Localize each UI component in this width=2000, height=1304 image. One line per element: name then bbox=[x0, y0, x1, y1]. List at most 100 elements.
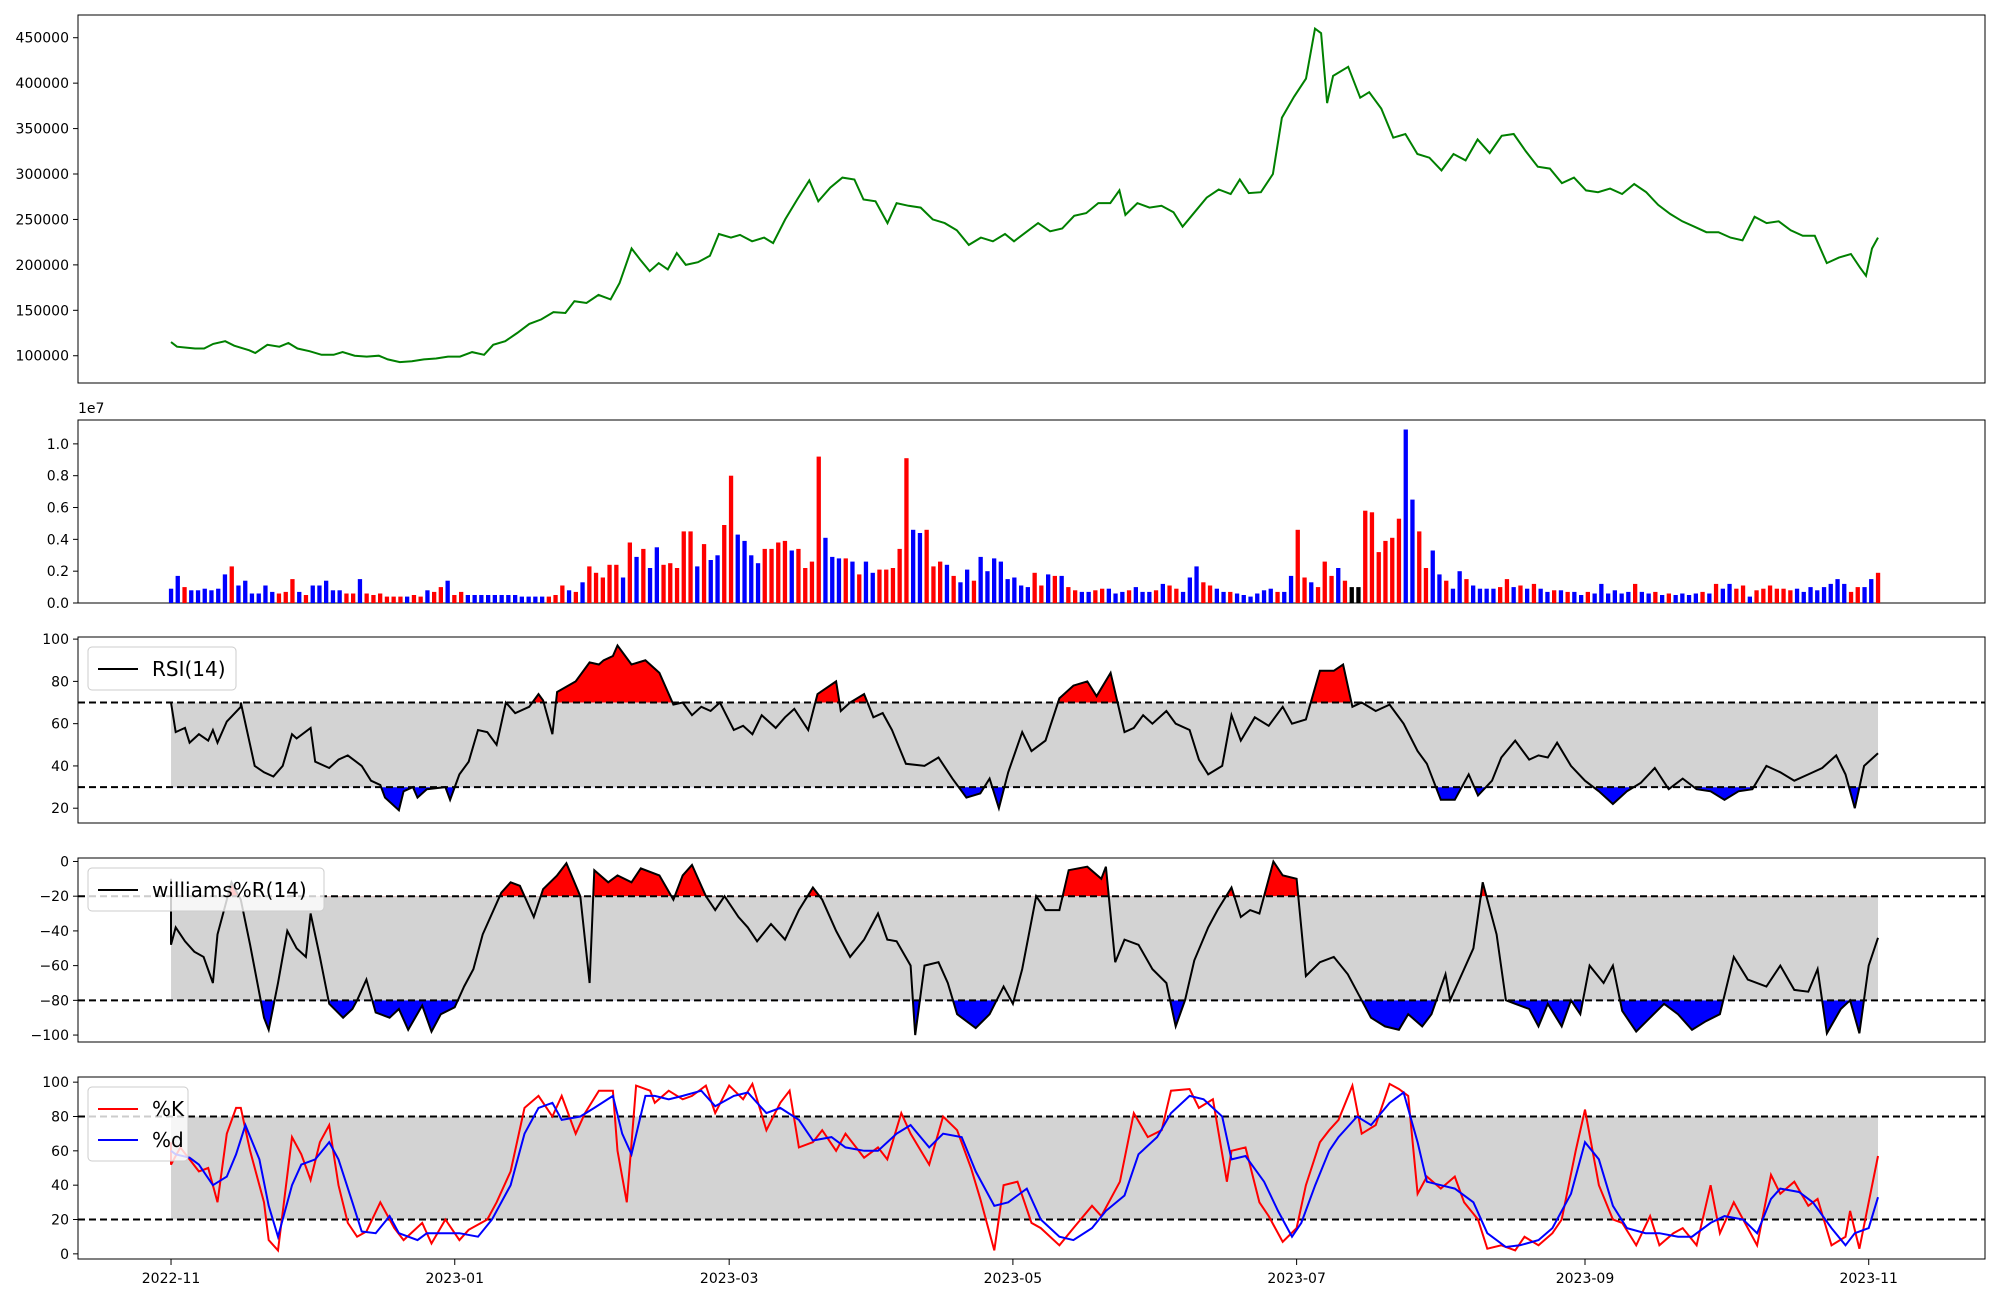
volume-bar bbox=[944, 564, 950, 603]
panel-1-ytick-label: 0.6 bbox=[47, 501, 69, 517]
volume-bar bbox=[486, 595, 491, 603]
volume-bar bbox=[168, 588, 174, 603]
volume-bar bbox=[654, 547, 659, 603]
volume-bar bbox=[1848, 591, 1854, 603]
volume-bar bbox=[965, 569, 970, 603]
volume-bar bbox=[1100, 588, 1105, 603]
volume-bar bbox=[742, 540, 747, 603]
volume-bar bbox=[263, 585, 268, 603]
volume-bar bbox=[452, 595, 457, 603]
volume-bar bbox=[769, 548, 774, 603]
volume-bar bbox=[1039, 585, 1044, 603]
volume-bar bbox=[836, 558, 842, 603]
panel-3-legend-box bbox=[87, 867, 325, 912]
volume-bar bbox=[189, 590, 194, 603]
price-line bbox=[170, 26, 1879, 364]
volume-bar bbox=[283, 591, 288, 603]
volume-bar bbox=[890, 568, 896, 603]
volume-bar bbox=[1794, 588, 1800, 603]
volume-offset-label: 1e7 bbox=[78, 401, 104, 417]
volume-bar bbox=[1599, 583, 1604, 603]
volume-bar bbox=[1417, 531, 1422, 603]
volume-bar bbox=[1430, 550, 1435, 603]
panel-3-ytick-label: −20 bbox=[39, 889, 69, 905]
volume-bar bbox=[897, 548, 902, 603]
volume-bar bbox=[681, 531, 686, 603]
volume-bar bbox=[445, 580, 450, 603]
volume-bar bbox=[1288, 575, 1294, 603]
volume-bar bbox=[432, 591, 437, 603]
volume-bar bbox=[843, 558, 848, 603]
volume-bar bbox=[1059, 575, 1064, 603]
volume-bar bbox=[1180, 591, 1186, 603]
panel-2-ytick-label: 40 bbox=[51, 759, 69, 775]
volume-bar bbox=[1585, 591, 1590, 603]
volume-bar bbox=[1363, 510, 1368, 603]
volume-bar bbox=[1781, 588, 1786, 603]
volume-bar bbox=[600, 577, 605, 603]
volume-bar bbox=[540, 596, 545, 603]
volume-bar bbox=[472, 595, 477, 603]
volume-bar bbox=[351, 593, 356, 603]
volume-bar bbox=[857, 574, 862, 603]
panel-0-ytick-label: 250000 bbox=[16, 212, 69, 228]
panel-1-frame bbox=[77, 419, 1986, 604]
panel-4-ytick-label: 100 bbox=[42, 1075, 69, 1091]
volume-bar bbox=[782, 540, 788, 603]
volume-bar bbox=[1552, 590, 1557, 603]
volume-bar bbox=[1309, 582, 1314, 603]
volume-bar bbox=[1261, 590, 1267, 603]
volume-bar bbox=[1133, 587, 1138, 603]
volume-bar bbox=[1255, 593, 1260, 603]
volume-bar bbox=[209, 590, 214, 603]
volume-bar bbox=[1268, 588, 1273, 603]
x-tick-label: 2023-07 bbox=[1267, 1271, 1326, 1287]
volume-bar bbox=[715, 555, 720, 603]
panel-4-ytick-label: 40 bbox=[51, 1178, 69, 1194]
volume-bar bbox=[938, 561, 943, 603]
volume-bar bbox=[1747, 596, 1752, 603]
volume-bar bbox=[593, 572, 599, 603]
volume-bar bbox=[371, 595, 376, 603]
volume-bar bbox=[1828, 583, 1833, 603]
volume-bar bbox=[216, 588, 221, 603]
panel-4-ytick-label: 0 bbox=[60, 1247, 69, 1263]
volume-bar bbox=[674, 568, 680, 603]
volume-bar bbox=[776, 542, 781, 603]
volume-bar bbox=[1680, 593, 1685, 603]
volume-bar bbox=[519, 596, 524, 603]
volume-bar bbox=[324, 580, 329, 603]
volume-bar bbox=[1005, 579, 1010, 603]
volume-bar bbox=[499, 595, 504, 603]
volume-bar bbox=[1754, 590, 1759, 603]
volume-bar bbox=[1579, 595, 1584, 603]
volume-bar bbox=[1052, 575, 1057, 603]
stoch-d-line bbox=[170, 1089, 1879, 1249]
volume-bar bbox=[1511, 587, 1516, 603]
volume-bar bbox=[398, 596, 403, 603]
volume-bar bbox=[1808, 587, 1813, 603]
volume-bar bbox=[830, 556, 835, 603]
panel-3-ytick-label: −60 bbox=[39, 959, 69, 975]
panel-1-ytick-label: 0.2 bbox=[47, 564, 69, 580]
volume-bar bbox=[573, 591, 578, 603]
volume-bar bbox=[1329, 575, 1334, 603]
panel-3-oversold-fill bbox=[260, 1000, 1864, 1036]
volume-bar bbox=[418, 596, 423, 603]
volume-bar bbox=[310, 585, 315, 603]
volume-bar bbox=[303, 595, 309, 603]
volume-bar bbox=[607, 564, 612, 603]
volume-bar bbox=[661, 564, 666, 603]
x-tick-label: 2023-03 bbox=[700, 1271, 759, 1287]
volume-bar bbox=[1565, 591, 1570, 603]
panel-4-ytick-label: 80 bbox=[51, 1109, 69, 1125]
panel-2-ytick-label: 20 bbox=[51, 801, 69, 817]
panel-4-legend-label: %K bbox=[152, 1097, 185, 1121]
panel-4-legend-label: %d bbox=[152, 1128, 184, 1152]
volume-bar bbox=[722, 525, 727, 603]
volume-bar bbox=[762, 548, 767, 603]
volume-bar bbox=[1518, 585, 1523, 603]
volume-bar bbox=[911, 529, 916, 603]
volume-bar bbox=[695, 566, 700, 603]
